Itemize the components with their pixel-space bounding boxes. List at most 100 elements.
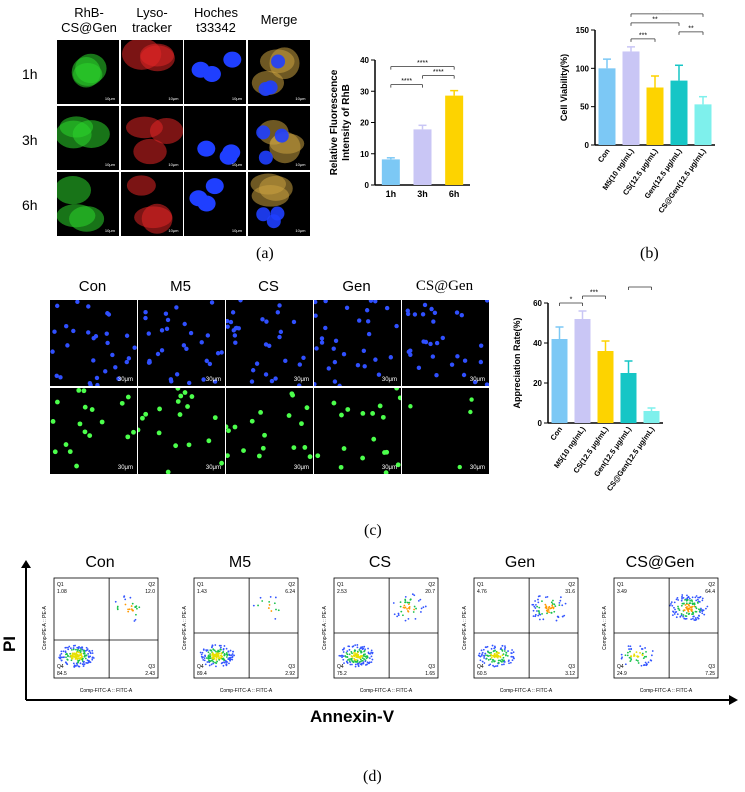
nucleus-dot — [405, 308, 410, 313]
event-dot — [88, 659, 90, 662]
panel-label-c: (c) — [364, 522, 382, 539]
nucleus-dot — [368, 300, 374, 303]
event-dot — [496, 656, 499, 659]
event-dot — [214, 653, 216, 656]
event-dot — [91, 656, 94, 659]
event-dot — [546, 612, 548, 615]
event-dot — [77, 665, 80, 668]
event-dot — [210, 649, 213, 652]
event-dot — [534, 613, 537, 616]
cell-dot — [140, 415, 145, 421]
event-dot — [78, 654, 81, 657]
event-dot — [269, 596, 272, 598]
row-head-1h: 1h — [22, 66, 38, 82]
nucleus-dot — [431, 319, 436, 324]
nucleus-dot — [323, 300, 328, 304]
event-dot — [346, 653, 349, 656]
event-dot — [680, 604, 683, 607]
nucleus-dot — [283, 358, 288, 364]
event-dot — [686, 594, 688, 597]
nucleus-dot — [65, 343, 70, 348]
event-dot — [644, 647, 646, 649]
cell-dot — [383, 470, 389, 474]
event-dot — [492, 659, 495, 661]
event-dot — [550, 611, 553, 614]
cell-dot — [165, 469, 171, 474]
event-dot — [221, 655, 224, 658]
event-dot — [396, 615, 399, 618]
event-dot — [503, 663, 505, 666]
event-dot — [642, 657, 645, 660]
event-dot — [407, 617, 410, 620]
event-dot — [370, 661, 373, 664]
annexin-axis-title: Annexin-V — [310, 707, 395, 726]
event-dot — [629, 655, 632, 658]
event-dot — [504, 645, 506, 648]
event-dot — [73, 652, 76, 655]
event-dot — [512, 651, 515, 654]
nucleus-dot — [484, 300, 489, 303]
cell-dot — [226, 453, 230, 459]
event-dot — [222, 648, 225, 651]
event-dot — [350, 659, 353, 661]
event-dot — [367, 652, 370, 655]
event-dot — [91, 658, 94, 661]
nucleus-dot — [91, 335, 96, 341]
event-dot — [213, 649, 216, 652]
nucleus-dot — [155, 351, 161, 357]
event-dot — [216, 655, 218, 658]
nucleus-dot — [376, 372, 382, 377]
event-dot — [207, 657, 210, 660]
event-dot — [687, 596, 690, 599]
event-dot — [212, 655, 214, 658]
event-dot — [620, 653, 623, 656]
cell-dot — [338, 464, 344, 470]
cell-dot — [178, 393, 184, 399]
event-dot — [222, 657, 225, 660]
event-dot — [345, 655, 347, 658]
event-dot — [221, 661, 224, 664]
nucleus — [255, 207, 270, 222]
event-dot — [630, 657, 632, 660]
event-dot — [214, 655, 216, 658]
event-dot — [699, 596, 702, 598]
event-dot — [228, 654, 231, 656]
flow-y-axis-label: Comp-PE-A :: PE-A — [602, 606, 608, 650]
cell-dot — [185, 404, 190, 409]
event-dot — [365, 655, 368, 658]
quadrant-q1-value: 2.53 — [337, 589, 347, 595]
micrograph-c-dapi-4-image — [405, 300, 489, 386]
micrograph-a-r2-c0: 10μm — [57, 172, 119, 236]
event-dot — [563, 614, 566, 617]
event-dot — [223, 645, 226, 647]
event-dot — [351, 652, 353, 655]
cell-dot — [177, 412, 183, 417]
event-dot — [497, 654, 500, 657]
col-head-c-con: Con — [78, 278, 107, 295]
nucleus — [274, 128, 289, 143]
event-dot — [346, 650, 349, 653]
event-dot — [645, 655, 648, 658]
micrograph-a-r0-c1: 10μm — [120, 40, 183, 104]
nucleus-dot — [434, 340, 440, 346]
nucleus-dot — [301, 355, 306, 360]
event-dot — [130, 605, 133, 607]
event-dot — [406, 601, 409, 604]
event-dot — [212, 652, 214, 655]
nucleus-dot — [331, 346, 336, 351]
y-tick-label: 0 — [538, 419, 543, 428]
event-dot — [77, 651, 80, 654]
quadrant-q1-name: Q1 — [337, 582, 344, 588]
nucleus-dot — [314, 346, 319, 351]
event-dot — [483, 655, 486, 657]
bar-3 — [620, 373, 637, 423]
event-dot — [697, 596, 700, 599]
event-dot — [501, 654, 504, 657]
event-dot — [688, 612, 691, 615]
event-dot — [673, 613, 676, 615]
event-dot — [59, 654, 62, 657]
row-head-6h: 6h — [22, 197, 38, 213]
event-dot — [220, 652, 223, 655]
event-dot — [512, 655, 515, 658]
